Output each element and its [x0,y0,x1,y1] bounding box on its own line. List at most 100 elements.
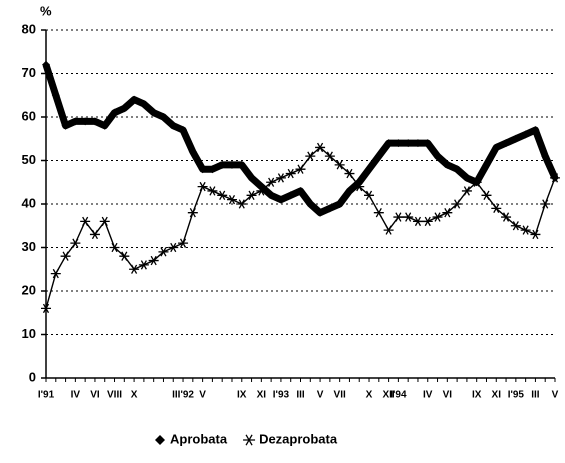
data-point [394,139,403,148]
data-point [481,190,492,200]
data-point [61,121,70,130]
data-point [276,195,285,204]
x-tick-label: V [317,390,324,401]
data-point [364,190,375,200]
legend-label: Aprobata [170,431,228,446]
data-point [99,216,110,227]
data-point [432,212,443,222]
x-tick-label: V [552,390,559,401]
y-tick-label: 10 [22,326,36,341]
data-point [413,139,422,148]
data-point [41,303,51,314]
data-point [187,208,198,218]
x-tick-label: III [296,390,305,401]
data-point [159,113,168,121]
data-point [179,126,188,135]
x-tick-label: I'94 [390,390,407,401]
y-tick-label: 80 [22,21,36,36]
data-point [51,91,60,100]
data-point [285,168,296,179]
data-point [365,165,374,174]
data-point [334,160,345,170]
data-point [324,151,335,161]
data-point [70,238,81,248]
data-point [491,203,502,214]
legend-item: Aprobata [155,431,228,446]
data-point [247,173,256,182]
x-tick-label: XI [492,390,502,401]
x-tick-label: XI [257,390,267,401]
data-point [305,151,316,161]
data-point [374,152,383,161]
y-tick-label: 30 [22,239,36,254]
x-tick-label: V [199,390,206,401]
data-point [550,173,560,183]
data-point [501,212,512,222]
data-point [520,225,531,235]
data-point [354,181,365,192]
data-point [403,212,414,222]
data-point [530,229,541,240]
data-point [541,152,550,161]
data-point [393,212,404,222]
data-point [89,229,100,240]
x-tick-label: IX [237,390,247,401]
legend-label: Dezaprobata [259,431,338,446]
x-tick-label: XII [382,390,394,401]
data-point [461,186,472,196]
data-point [452,199,463,209]
data-point [90,117,99,126]
data-point [168,242,179,253]
data-point [482,160,491,169]
legend-marker [243,434,256,446]
x-tick-label: IX [472,390,482,401]
y-tick-label: 50 [22,152,36,167]
y-tick-label: 70 [22,65,36,80]
data-point [296,186,305,195]
data-point [502,139,511,148]
data-point [316,208,325,217]
x-tick-label: I'95 [508,390,525,401]
data-point [148,255,159,266]
data-point [531,126,540,135]
y-tick-label: 0 [29,369,36,384]
x-tick-label: VII [334,390,346,401]
data-point [130,95,139,104]
data-point [246,190,257,200]
x-tick-label: X [366,390,373,401]
data-point [60,251,71,261]
data-point [325,204,334,213]
data-point [256,186,267,196]
data-point [335,200,344,208]
data-point [237,160,246,169]
y-tick-label: 60 [22,108,36,123]
data-point [208,165,217,174]
data-point [306,200,315,208]
data-point [71,117,80,126]
data-point [42,60,50,69]
data-point [315,142,326,153]
data-point [178,238,189,248]
data-point [344,168,355,179]
data-point [207,186,218,196]
data-point [139,99,148,108]
data-point [511,134,520,143]
data-point [373,208,384,218]
data-point [218,160,227,169]
x-tick-label: III [531,390,540,401]
data-point [345,186,354,195]
legend-item: Dezaprobata [243,431,338,446]
data-point [286,191,295,200]
data-point [227,160,236,169]
data-point [100,121,109,130]
data-point [412,216,423,227]
data-point [217,190,228,200]
data-point [422,216,433,227]
series-markers [42,60,559,217]
x-tick-label: X [131,390,138,401]
data-point [295,164,306,174]
y-axis-label: % [40,3,52,18]
series-markers [41,142,560,314]
data-point [236,199,247,209]
